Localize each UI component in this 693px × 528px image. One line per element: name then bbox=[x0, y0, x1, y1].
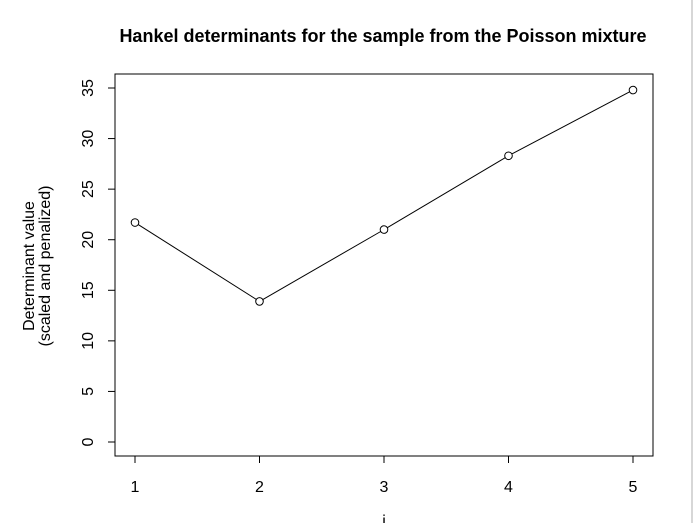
y-tick-label-5: 5 bbox=[80, 387, 97, 396]
data-point-2 bbox=[255, 297, 264, 306]
series-segment-3-4 bbox=[387, 157, 506, 229]
y-axis: 0 5 10 15 20 25 30 35 bbox=[80, 79, 116, 446]
y-axis-label-line-2: (scaled and penalized) bbox=[37, 186, 54, 347]
series-segment-4-5 bbox=[511, 91, 630, 155]
plot-frame bbox=[114, 73, 654, 457]
y-tick-label-10: 10 bbox=[80, 332, 97, 350]
y-axis-label-line-1: Determinant value bbox=[21, 201, 38, 331]
y-tick-label-20: 20 bbox=[80, 231, 97, 249]
x-axis: 1 2 3 4 5 bbox=[131, 455, 638, 496]
data-point-5 bbox=[628, 85, 638, 95]
series-segment-1-2 bbox=[137, 224, 257, 300]
right-edge-border bbox=[691, 0, 693, 523]
y-tick-label-30: 30 bbox=[80, 130, 97, 148]
series-segment-2-3 bbox=[262, 231, 381, 300]
x-axis-label: i bbox=[382, 513, 386, 523]
y-tick-label-0: 0 bbox=[80, 437, 97, 446]
y-tick-label-35: 35 bbox=[80, 79, 97, 97]
plot-area bbox=[114, 73, 654, 457]
x-tick-label-5: 5 bbox=[629, 479, 638, 496]
chart-title: Hankel determinants for the sample from … bbox=[119, 26, 646, 46]
x-tick-label-3: 3 bbox=[380, 479, 389, 496]
data-point-3 bbox=[379, 225, 389, 234]
x-tick-label-4: 4 bbox=[504, 479, 513, 496]
y-tick-label-15: 15 bbox=[80, 281, 97, 299]
x-tick-label-1: 1 bbox=[131, 479, 140, 496]
data-point-4 bbox=[504, 151, 513, 161]
y-tick-label-25: 25 bbox=[80, 180, 97, 198]
data-point-1 bbox=[130, 218, 140, 227]
x-tick-label-2: 2 bbox=[255, 479, 264, 496]
series-layer bbox=[130, 85, 638, 306]
